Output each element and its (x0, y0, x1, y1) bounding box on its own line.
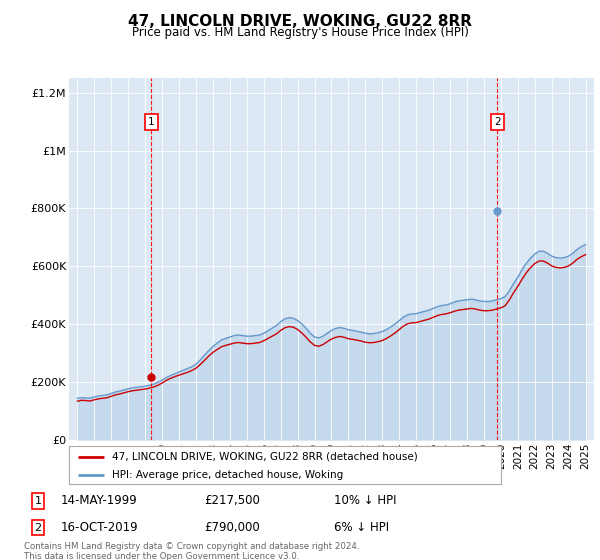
Text: HPI: Average price, detached house, Woking: HPI: Average price, detached house, Woki… (112, 470, 343, 480)
Text: 47, LINCOLN DRIVE, WOKING, GU22 8RR: 47, LINCOLN DRIVE, WOKING, GU22 8RR (128, 14, 472, 29)
Text: 1: 1 (35, 496, 41, 506)
Text: £790,000: £790,000 (205, 521, 260, 534)
Text: Price paid vs. HM Land Registry's House Price Index (HPI): Price paid vs. HM Land Registry's House … (131, 26, 469, 39)
Text: £217,500: £217,500 (205, 494, 260, 507)
Text: 2: 2 (494, 116, 500, 127)
Text: 10% ↓ HPI: 10% ↓ HPI (334, 494, 397, 507)
Text: Contains HM Land Registry data © Crown copyright and database right 2024.
This d: Contains HM Land Registry data © Crown c… (24, 542, 359, 560)
Text: 1: 1 (148, 116, 155, 127)
Text: 2: 2 (35, 522, 41, 533)
Text: 6% ↓ HPI: 6% ↓ HPI (334, 521, 389, 534)
Text: 47, LINCOLN DRIVE, WOKING, GU22 8RR (detached house): 47, LINCOLN DRIVE, WOKING, GU22 8RR (det… (112, 452, 418, 462)
Text: 14-MAY-1999: 14-MAY-1999 (61, 494, 137, 507)
Text: 16-OCT-2019: 16-OCT-2019 (61, 521, 138, 534)
